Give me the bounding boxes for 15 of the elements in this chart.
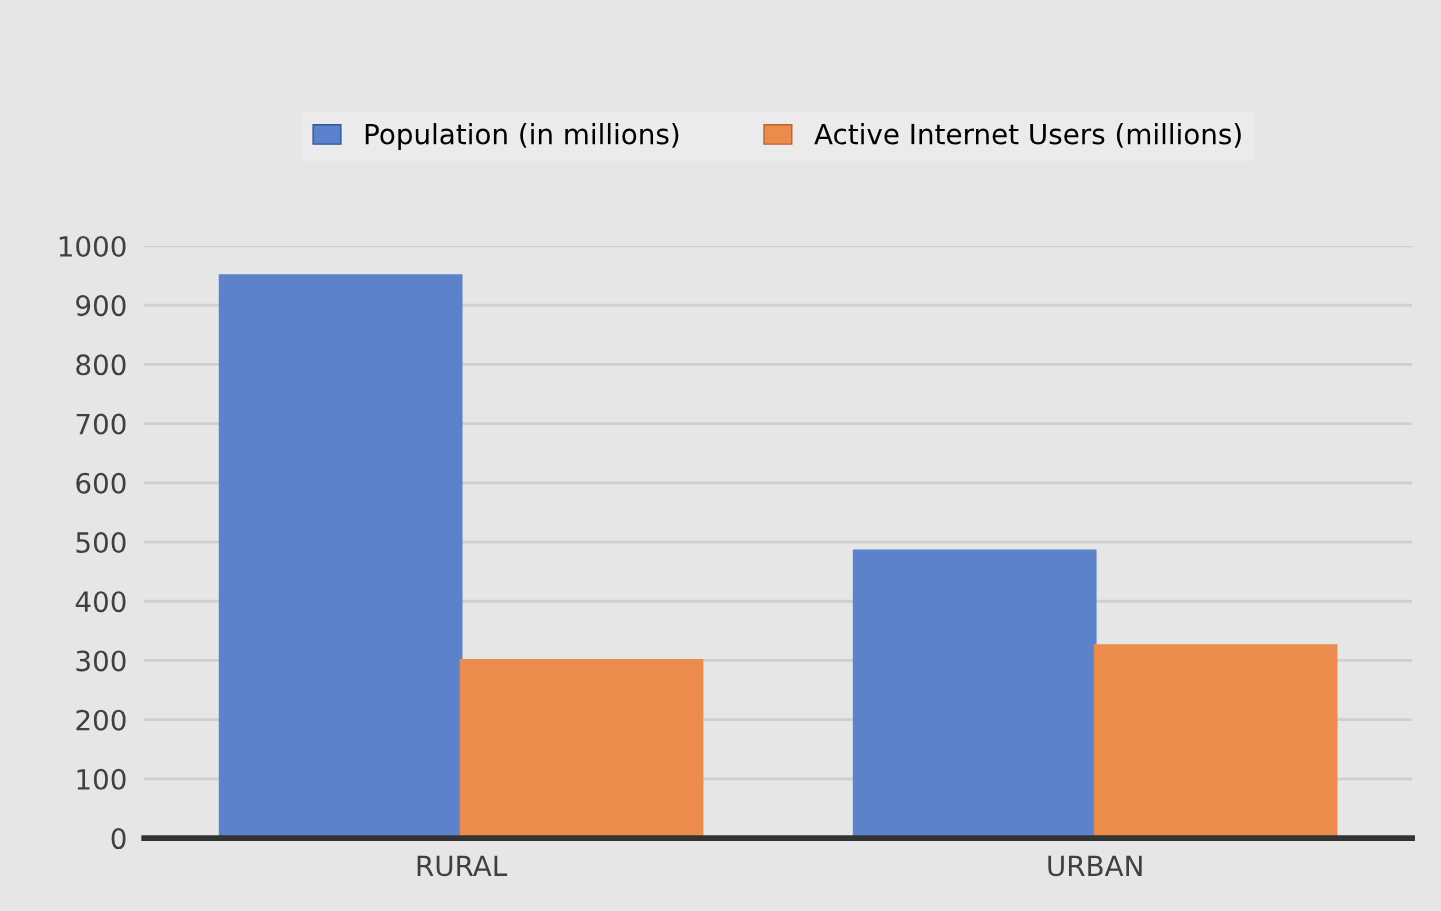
y-tick-label: 600: [76, 472, 126, 494]
y-tick-label: 200: [76, 709, 126, 731]
y-tick-label: 500: [76, 531, 126, 553]
legend-label: Active Internet Users (millions): [814, 123, 1241, 148]
y-tick-label: 300: [76, 650, 126, 672]
y-tick-label: 700: [76, 413, 126, 435]
x-tick-label: RURAL: [417, 855, 508, 877]
y-tick-label: 1000: [59, 235, 126, 257]
y-tick-label: 100: [77, 768, 126, 790]
y-tick-label: 0: [111, 828, 126, 850]
y-tick-label: 900: [76, 295, 126, 317]
y-tick-label: 800: [76, 354, 126, 376]
legend-label: Population (in millions): [365, 123, 679, 150]
y-tick-label: 400: [75, 591, 126, 613]
x-tick-label: URBAN: [1048, 855, 1142, 877]
